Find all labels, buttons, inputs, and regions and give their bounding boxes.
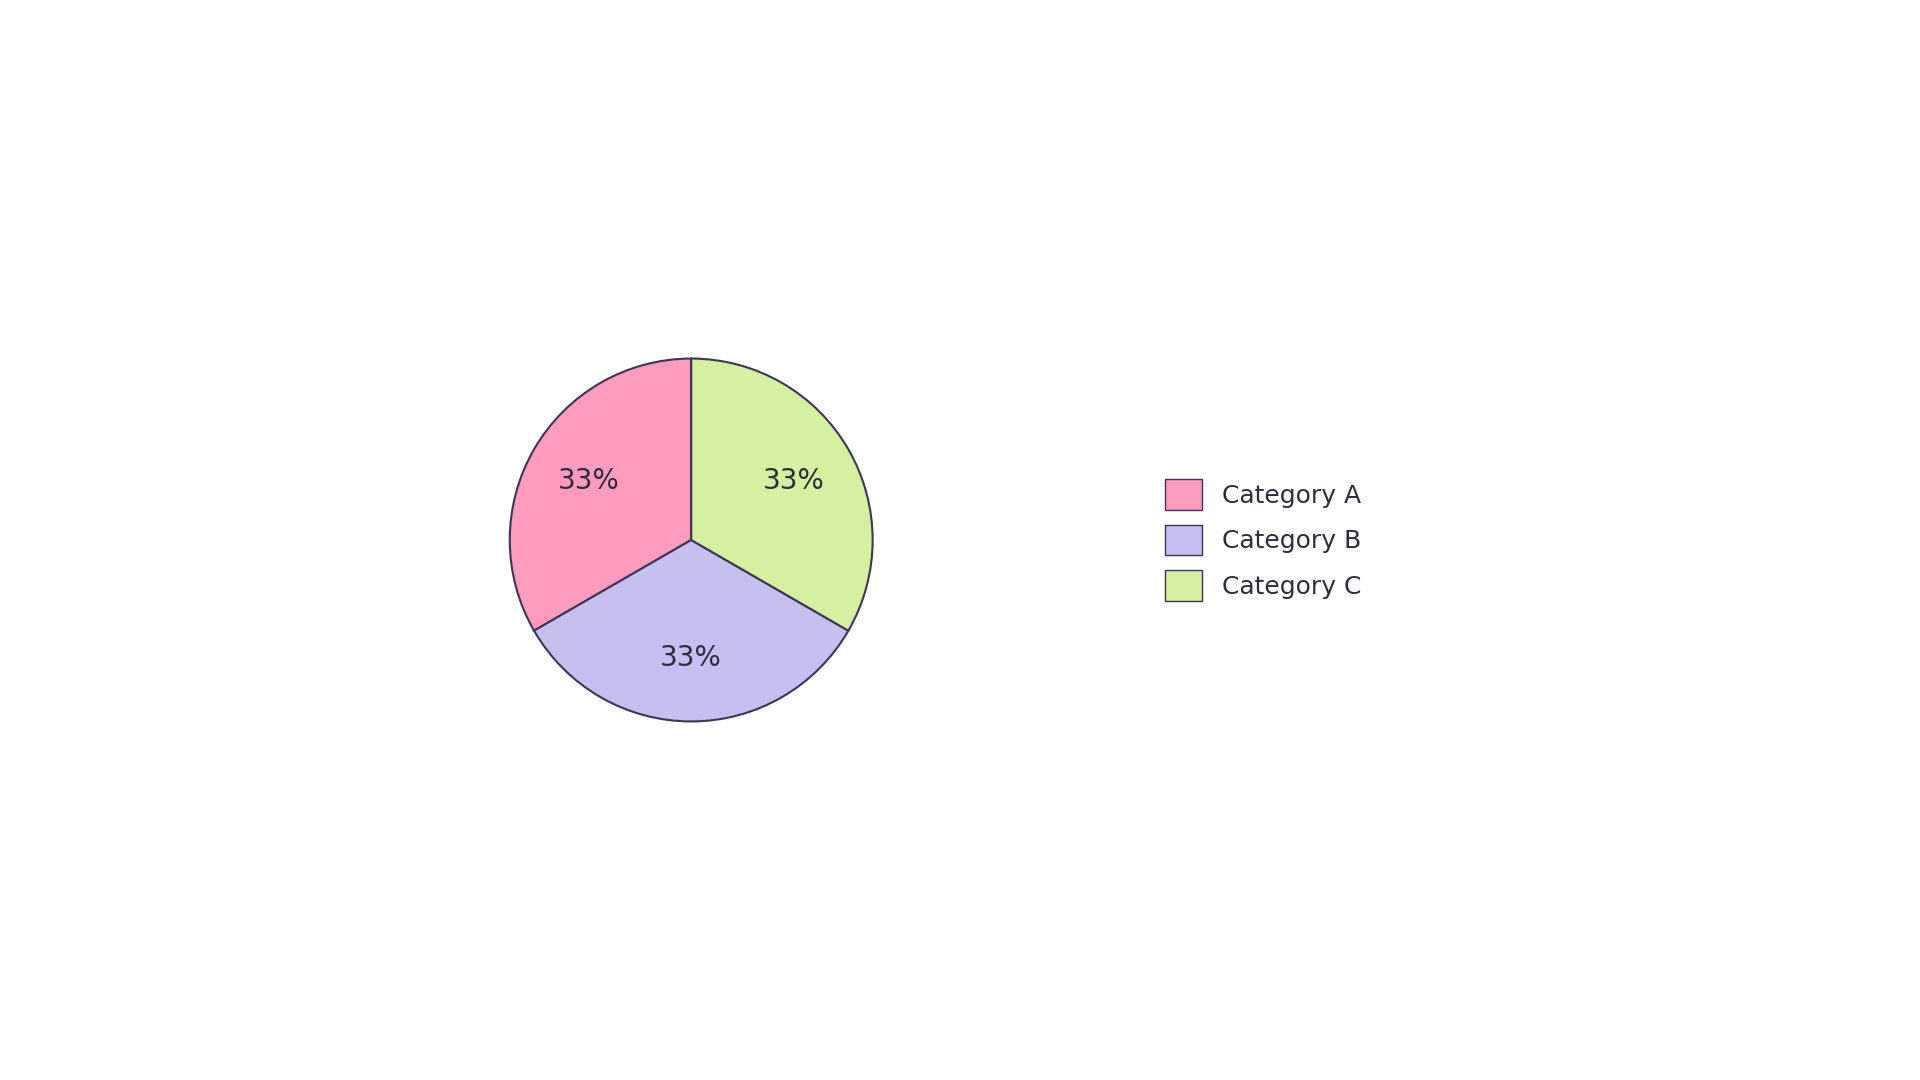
Wedge shape bbox=[691, 359, 874, 631]
Wedge shape bbox=[534, 540, 849, 721]
Text: 33%: 33% bbox=[762, 467, 824, 495]
Text: 33%: 33% bbox=[559, 467, 620, 495]
Legend: Category A, Category B, Category C: Category A, Category B, Category C bbox=[1165, 480, 1361, 600]
Wedge shape bbox=[511, 359, 691, 631]
Text: 33%: 33% bbox=[660, 644, 722, 672]
